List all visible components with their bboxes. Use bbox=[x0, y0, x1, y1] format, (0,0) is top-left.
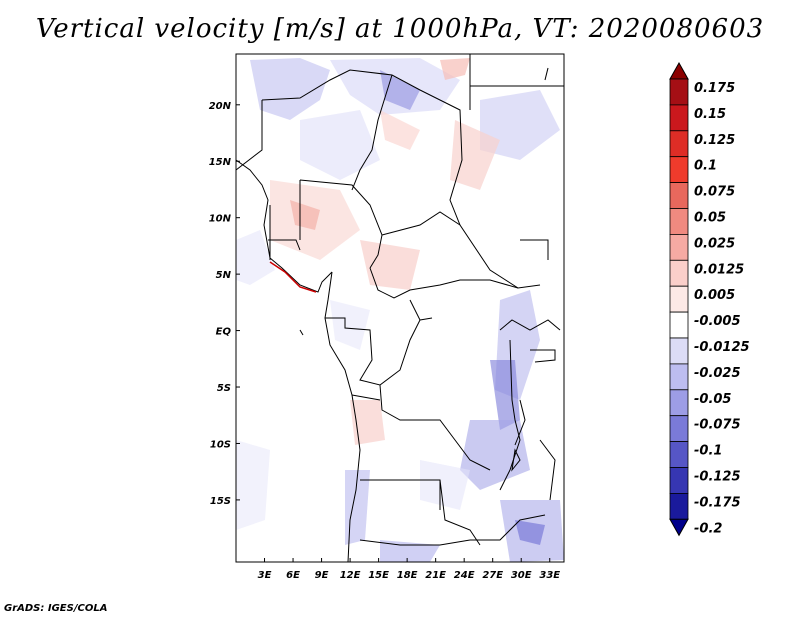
colorbar-swatch bbox=[669, 389, 689, 417]
country-borders bbox=[236, 54, 564, 562]
colorbar-label: 0.025 bbox=[694, 236, 735, 251]
lon-label: 27E bbox=[482, 570, 503, 581]
coastal-highlight bbox=[269, 261, 317, 293]
lon-label: 12E bbox=[340, 570, 361, 581]
colorbar-swatch bbox=[669, 415, 689, 443]
lat-label: EQ bbox=[216, 327, 232, 338]
colorbar-swatch bbox=[669, 285, 689, 313]
colorbar-swatch bbox=[669, 104, 689, 132]
map-frame bbox=[235, 53, 565, 563]
lon-label: 33E bbox=[539, 570, 560, 581]
colorbar-label: -0.05 bbox=[694, 392, 731, 407]
colorbar-label: 0.05 bbox=[694, 211, 726, 226]
lat-label: 20N bbox=[209, 101, 232, 112]
colorbar-label: 0.1 bbox=[694, 159, 717, 174]
lon-label: 3E bbox=[258, 570, 272, 581]
colorbar-label: 0.075 bbox=[694, 185, 735, 200]
colorbar-label: 0.005 bbox=[694, 288, 735, 303]
colorbar-swatch bbox=[669, 208, 689, 235]
lon-label: 30E bbox=[511, 570, 532, 581]
colorbar-swatch bbox=[669, 259, 689, 287]
lat-label: 10S bbox=[210, 439, 231, 450]
colorbar-swatch bbox=[669, 78, 689, 106]
colorbar-min-arrow bbox=[669, 518, 689, 537]
colorbar-label: -0.025 bbox=[694, 366, 741, 381]
lat-label: 10N bbox=[209, 214, 232, 225]
colorbar-label: -0.2 bbox=[694, 521, 722, 536]
lon-label: 24E bbox=[454, 570, 475, 581]
lon-label: 6E bbox=[286, 570, 300, 581]
colorbar-label: 0.175 bbox=[694, 81, 735, 96]
colorbar-swatch bbox=[669, 441, 689, 468]
colorbar-swatch bbox=[669, 130, 689, 158]
velocity-field bbox=[236, 54, 564, 562]
lon-label: 15E bbox=[368, 570, 389, 581]
colorbar-label: -0.1 bbox=[694, 444, 722, 459]
colorbar-label: 0.125 bbox=[694, 133, 735, 148]
lat-label: 15N bbox=[209, 157, 232, 168]
lon-label: 9E bbox=[315, 570, 329, 581]
lat-label: 15S bbox=[210, 496, 231, 507]
colorbar-label: -0.005 bbox=[694, 314, 741, 329]
grads-credit: GrADS: IGES/COLA bbox=[4, 603, 108, 614]
colorbar-label: 0.15 bbox=[694, 107, 726, 122]
lat-label: 5N bbox=[216, 270, 232, 281]
colorbar-swatch bbox=[669, 182, 689, 209]
chart-title: Vertical velocity [m/s] at 1000hPa, VT: … bbox=[35, 14, 765, 44]
lon-label: 21E bbox=[425, 570, 446, 581]
axis-labels: 20N 15N 10N 5N EQ 5S 10S 15S 3E 6E 9E 12E 15E 18E 21E 2… bbox=[209, 101, 561, 581]
colorbar-label: -0.075 bbox=[694, 418, 741, 433]
colorbar: 0.175 0.15 0.125 0.1 0.075 0.05 0.025 0.0125 0.0… bbox=[669, 61, 750, 537]
colorbar-swatch bbox=[669, 467, 689, 494]
colorbar-swatch bbox=[669, 233, 689, 261]
lat-label: 5S bbox=[217, 383, 231, 394]
lon-label: 18E bbox=[397, 570, 418, 581]
colorbar-swatch bbox=[669, 337, 689, 365]
colorbar-label: -0.0125 bbox=[694, 340, 750, 355]
colorbar-label: -0.175 bbox=[694, 495, 741, 510]
colorbar-label: 0.0125 bbox=[694, 262, 744, 277]
colorbar-swatch bbox=[669, 311, 689, 339]
colorbar-max-arrow bbox=[669, 61, 689, 80]
colorbar-label: -0.125 bbox=[694, 470, 741, 485]
colorbar-swatch bbox=[669, 363, 689, 391]
colorbar-swatch bbox=[669, 156, 689, 183]
colorbar-swatch bbox=[669, 492, 689, 520]
